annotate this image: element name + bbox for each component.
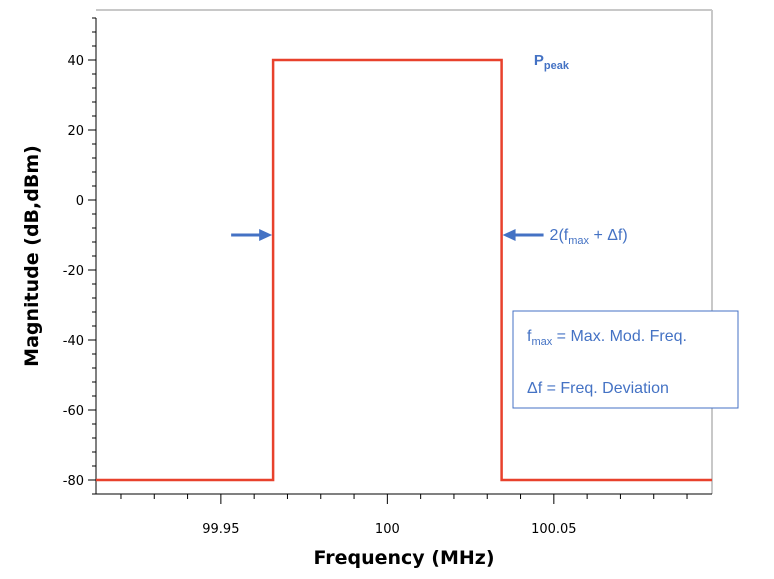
y-axis-ticks: 40 20 0 -20 -40 -60 -80: [63, 17, 96, 495]
bandwidth-label-suffix: + Δf): [589, 227, 628, 244]
svg-text:fmax = Max. Mod. Freq.: fmax = Max. Mod. Freq.: [527, 328, 687, 348]
y-tick-label: -40: [63, 334, 84, 349]
y-tick-label: 0: [76, 194, 84, 209]
y-tick-label: -80: [63, 474, 84, 489]
definition-box-border: [512, 310, 739, 409]
fmax-def-sub: max: [531, 336, 552, 348]
series-line: [96, 58, 712, 482]
fmax-def-rest: = Max. Mod. Freq.: [552, 328, 687, 345]
x-axis-ticks: 99.95 100 100.05: [120, 494, 688, 537]
y-axis-title: Magnitude (dB,dBm): [21, 145, 43, 367]
y-tick-label: -60: [63, 404, 84, 419]
peak-label-sub: peak: [544, 60, 570, 72]
y-tick-label: 40: [67, 54, 84, 69]
plot-frame: [95, 9, 713, 495]
x-tick-label: 99.95: [202, 522, 239, 537]
right-arrow-icon: [502, 229, 544, 241]
bandwidth-label-sub: max: [568, 235, 589, 247]
bandwidth-label-prefix: 2(f: [550, 227, 569, 244]
definition-box: fmax = Max. Mod. Freq. Δf = Freq. Deviat…: [512, 310, 739, 409]
x-tick-label: 100: [375, 522, 400, 537]
bandwidth-annotation: 2(fmax + Δf): [231, 227, 628, 247]
x-tick-label: 100.05: [531, 522, 577, 537]
x-axis-title: Frequency (MHz): [313, 547, 494, 569]
deltaf-def: Δf = Freq. Deviation: [527, 380, 669, 397]
fmax-def-main: f: [527, 328, 532, 345]
y-tick-label: 20: [67, 124, 84, 139]
peak-label: Ppeak: [534, 52, 570, 72]
svg-text:Ppeak: Ppeak: [534, 52, 570, 72]
y-tick-label: -20: [63, 264, 84, 279]
peak-label-main: P: [534, 52, 544, 69]
left-arrow-icon: [231, 229, 273, 241]
svg-text:2(fmax + Δf): 2(fmax + Δf): [550, 227, 628, 247]
